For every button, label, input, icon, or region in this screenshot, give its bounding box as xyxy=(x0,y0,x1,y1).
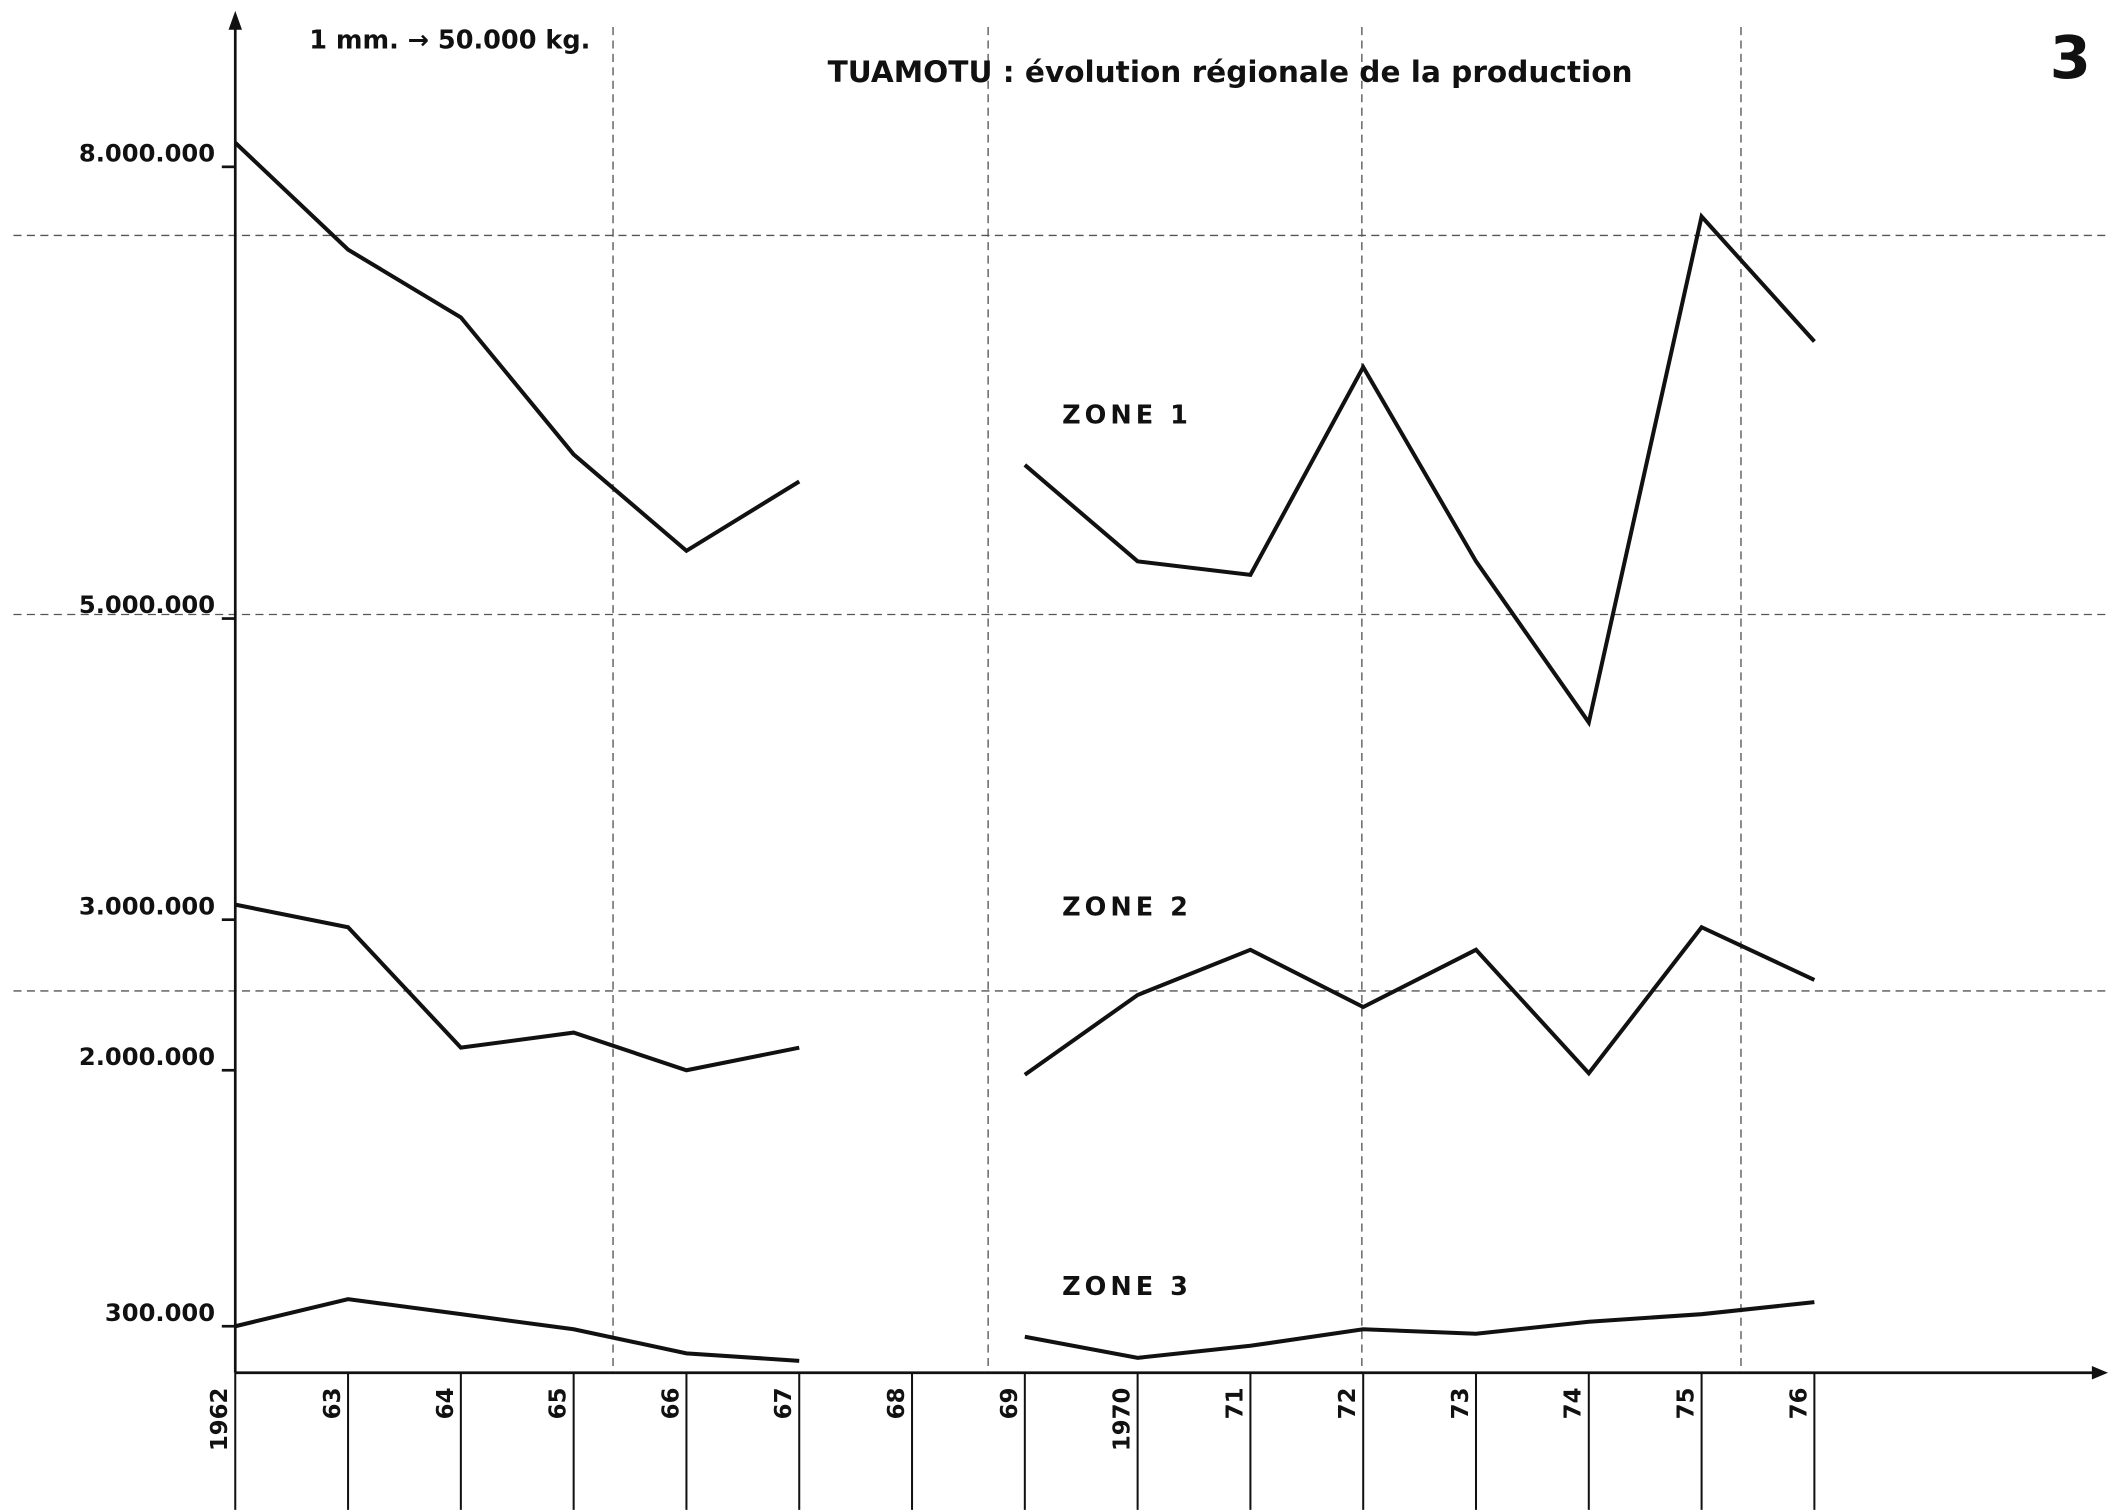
x-axis-arrow xyxy=(2091,1366,2108,1380)
x-tick-label: 65 xyxy=(546,1388,572,1420)
y-tick-label: 5.000.000 xyxy=(79,591,215,619)
x-tick-label: 73 xyxy=(1448,1388,1474,1420)
series-line xyxy=(234,902,1816,1077)
series-label: ZONE 2 xyxy=(1062,893,1192,923)
chart-title: TUAMOTU : évolution régionale de la prod… xyxy=(828,55,1633,89)
x-tick-label: 1962 xyxy=(207,1388,233,1452)
series-label: ZONE 1 xyxy=(1062,401,1192,431)
series-label: ZONE 3 xyxy=(1062,1272,1192,1302)
series-line xyxy=(234,1297,1815,1363)
x-tick-label: 69 xyxy=(997,1388,1023,1420)
y-tick-label: 300.000 xyxy=(105,1299,215,1327)
page-number: 3 xyxy=(2050,23,2091,92)
x-tick-label: 1970 xyxy=(1110,1388,1136,1452)
x-tick-label: 75 xyxy=(1674,1388,1700,1420)
x-tick-label: 76 xyxy=(1786,1388,1812,1420)
series-line xyxy=(233,141,1816,728)
x-tick-label: 74 xyxy=(1561,1388,1587,1420)
x-tick-label: 71 xyxy=(1222,1388,1248,1420)
y-tick-label: 8.000.000 xyxy=(79,139,215,167)
x-tick-label: 64 xyxy=(433,1388,459,1420)
x-tick-label: 72 xyxy=(1335,1388,1361,1420)
x-tick-label: 68 xyxy=(884,1388,910,1420)
y-axis-arrow xyxy=(228,10,242,30)
y-tick-label: 2.000.000 xyxy=(79,1043,215,1071)
x-tick-label: 67 xyxy=(771,1388,797,1420)
y-tick-label: 3.000.000 xyxy=(79,892,215,920)
x-tick-label: 63 xyxy=(320,1388,346,1420)
decorative-lines xyxy=(13,10,2108,1380)
x-tick-label: 66 xyxy=(658,1388,684,1420)
annotation: 1 mm. → 50.000 kg. xyxy=(309,26,590,56)
